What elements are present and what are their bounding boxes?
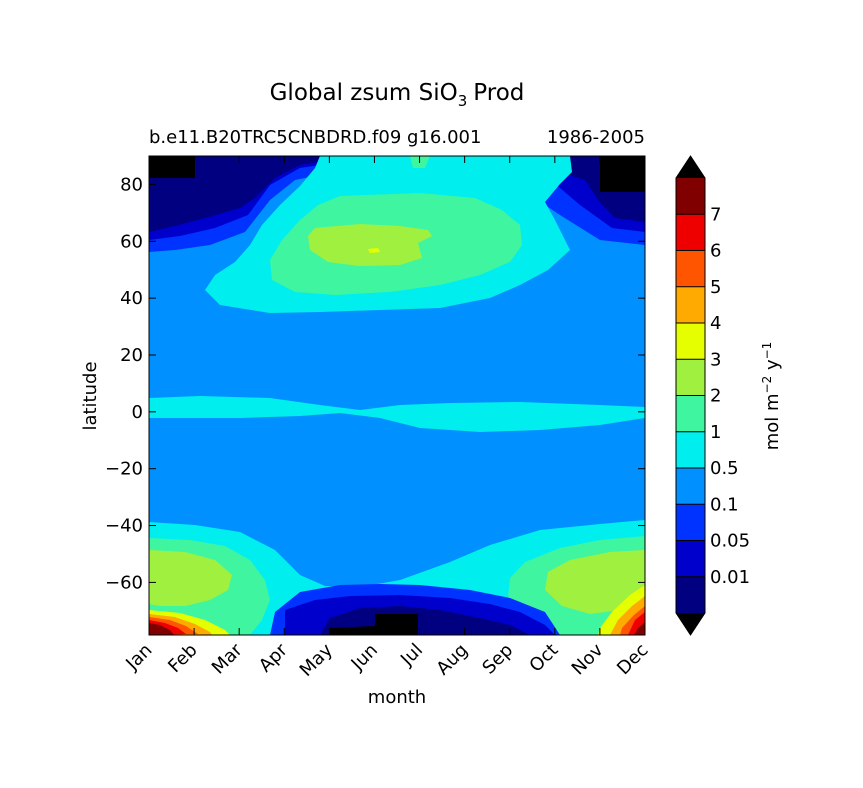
y-tick-label: −60: [105, 572, 143, 593]
north-low-0: [149, 156, 645, 232]
south-edge-5-6: [149, 596, 645, 635]
north-peak-3-4: [368, 248, 380, 253]
x-tick-label: Jan: [121, 640, 156, 675]
y-tick-label: 80: [120, 174, 143, 195]
colorbar-swatch: [676, 178, 705, 215]
x-tick-label: May: [296, 639, 337, 680]
colorbar-outline: [675, 155, 706, 636]
colorbar-tick-label: 3: [710, 349, 721, 370]
x-axis-label: month: [368, 687, 426, 708]
y-tick-label: 0: [132, 402, 143, 423]
chart-title: Global zsum SiO3 Prod: [270, 80, 525, 110]
subtitle-case: b.e11.B20TRC5CNBDRD.f09 g16.001: [149, 127, 481, 148]
colorbar-swatch: [676, 395, 705, 432]
y-axis: 80 60 40 20 0 −20 −40 −60: [105, 174, 645, 593]
colorbar-swatch: [676, 323, 705, 360]
colorbar-swatch: [676, 540, 705, 577]
y-tick-label: −40: [105, 516, 143, 537]
colorbar-tick-label: 0.05: [710, 531, 750, 552]
x-tick-label: Sep: [478, 640, 517, 679]
x-tick-label: Mar: [208, 639, 247, 678]
colorbar-swatch: [676, 214, 705, 251]
colorbar-under-arrow: [676, 613, 705, 635]
x-tick-label: Jun: [347, 640, 382, 675]
colorbar-label: mol m−2 y−1: [760, 342, 783, 451]
colorbar-tick-label: 4: [710, 313, 721, 334]
y-tick-label: 60: [120, 231, 143, 252]
y-tick-label: 20: [120, 345, 143, 366]
colorbar-swatch: [676, 250, 705, 287]
plot-frame: [148, 155, 646, 636]
north-band-2-3: [308, 224, 432, 266]
colorbar-tick-label: 5: [710, 277, 721, 298]
contour-field: [149, 156, 645, 635]
colorbar-over-arrow: [676, 156, 705, 178]
colorbar-tick-label: 0.01: [710, 567, 750, 588]
title-main: Global zsum SiO: [270, 80, 458, 106]
x-tick-label: Nov: [568, 639, 608, 679]
colorbar-swatch: [676, 286, 705, 323]
colorbar-tick-label: 0.5: [710, 458, 739, 479]
subtitle-years: 1986-2005: [547, 127, 645, 148]
y-tick-label: −20: [105, 459, 143, 480]
x-tick-label: Dec: [613, 640, 652, 679]
colorbar-tick-label: 6: [710, 241, 721, 262]
colorbar-swatch: [676, 576, 705, 613]
south-band-2-3: [149, 550, 645, 614]
colorbar-tick-label: 2: [710, 386, 721, 407]
colorbar-tick-label: 0.1: [710, 494, 739, 515]
x-tick-label: Jul: [396, 640, 427, 671]
title-tail: Prod: [473, 80, 524, 106]
y-axis-label: latitude: [80, 361, 101, 430]
x-tick-label: Apr: [255, 639, 292, 676]
south-under: [330, 614, 418, 635]
colorbar: 0.01 0.05 0.1 0.5 1 2 3 4 5 6 7: [675, 155, 750, 636]
colorbar-swatch: [676, 468, 705, 505]
colorbar-swatch: [676, 431, 705, 468]
title-subscript: 3: [458, 92, 468, 110]
colorbar-swatch: [676, 359, 705, 396]
colorbar-tick-label: 1: [710, 422, 721, 443]
colorbar-tick-label: 7: [710, 204, 721, 225]
equatorial-band-0.5-1: [149, 396, 645, 432]
x-tick-label: Feb: [164, 640, 201, 677]
x-tick-label: Oct: [525, 640, 562, 677]
y-tick-label: 40: [120, 288, 143, 309]
colorbar-swatch: [676, 504, 705, 541]
x-tick-label: Aug: [432, 640, 472, 680]
